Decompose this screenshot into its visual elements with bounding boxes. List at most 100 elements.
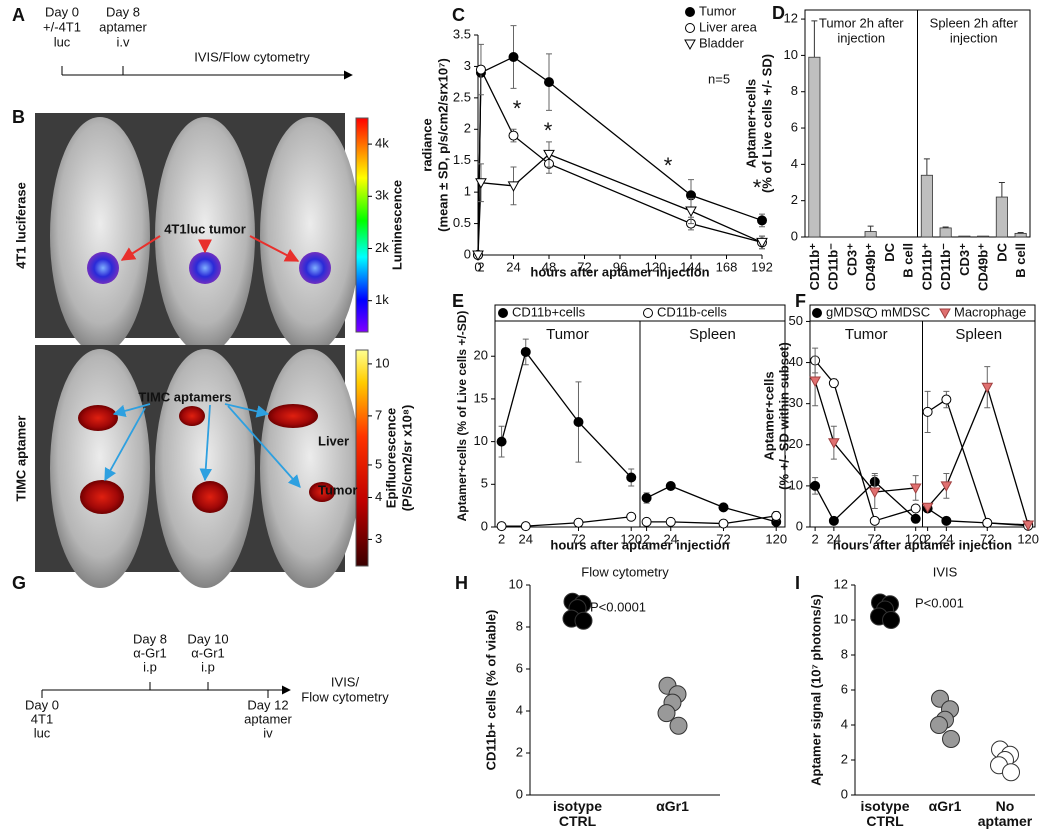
fluorescence-spot	[80, 480, 124, 514]
data-point	[809, 376, 821, 388]
facet-title: Spleen	[689, 326, 736, 343]
y-tick-label: 12	[784, 11, 798, 26]
data-point	[543, 149, 555, 161]
bar	[977, 235, 990, 238]
x-tick-label: 0	[474, 259, 481, 274]
x-tick-label: αGr1	[928, 799, 962, 814]
event-label: i.p	[201, 659, 215, 674]
series-line	[646, 515, 777, 525]
data-point	[942, 730, 960, 748]
series-line	[814, 380, 916, 493]
x-tick-label: CD49b⁺	[863, 243, 878, 291]
colorbar-tick-label: 5	[375, 456, 382, 471]
x-tick-label: 24	[939, 531, 953, 546]
legend-label: Bladder	[699, 35, 744, 50]
data-point	[496, 436, 507, 447]
x-tick-label: No aptamer	[977, 799, 1033, 829]
mouse-body	[260, 117, 360, 354]
callout: Liver	[318, 433, 349, 448]
x-tick-label: CD49b⁺	[976, 243, 991, 291]
y-tick-label: 2	[791, 192, 798, 207]
data-point	[828, 515, 839, 526]
y-tick-label: 10	[474, 433, 488, 448]
error-bar	[867, 225, 874, 232]
y-tick-label: 3.5	[453, 26, 471, 41]
y-tick-label: 0	[464, 246, 471, 261]
y-tick-label: 3	[464, 58, 471, 73]
y-tick-label: 6	[516, 660, 523, 675]
callout-arrow	[249, 235, 300, 262]
y-tick-label: 40	[789, 354, 803, 369]
x-tick-label-box: isotype CTRL	[552, 799, 602, 829]
data-point	[520, 521, 531, 532]
data-point	[941, 515, 952, 526]
data-point	[922, 406, 933, 417]
data-point	[869, 515, 880, 526]
y-tick-label: 50	[789, 313, 803, 328]
data-point	[1002, 763, 1020, 782]
bar	[958, 235, 971, 238]
series-line	[927, 385, 1029, 526]
data-point	[921, 502, 934, 514]
data-point	[520, 346, 531, 357]
y-tick-label: 5	[481, 476, 488, 491]
colorbar	[355, 117, 369, 333]
facet-title: Tumor	[546, 326, 589, 343]
x-tick-label: 120	[765, 531, 787, 546]
data-point	[641, 492, 652, 503]
data-point	[574, 611, 593, 630]
colorbar-label: Epifluorescence	[383, 408, 398, 508]
data-point	[573, 517, 584, 528]
callout: 4T1luc tumor	[164, 221, 246, 236]
event-label: i.v	[117, 34, 131, 49]
endpoint-label: IVIS/	[331, 674, 360, 689]
x-tick-label: 2	[498, 531, 505, 546]
colorbar-tick-label: 4k	[375, 136, 389, 151]
y-tick-label: 4	[791, 156, 798, 171]
event-label: Day 0	[25, 697, 59, 712]
callout-arrow	[104, 407, 146, 482]
data-point	[718, 518, 729, 529]
legend-marker	[685, 7, 695, 17]
series-line	[500, 350, 632, 478]
x-tick-label: 96	[613, 259, 627, 274]
panel-label: C	[452, 5, 465, 25]
colorbar-label: (P/S/cm2/sr x10⁸)	[399, 405, 414, 512]
annotation: P<0.001	[915, 595, 964, 610]
facet-title: Tumor	[845, 326, 888, 343]
data-point	[665, 516, 676, 527]
y-tick-label: 10	[784, 47, 798, 62]
y-axis-label: Aptamer+cells	[743, 79, 758, 168]
y-axis-label: radiance	[419, 118, 434, 171]
error-bar	[811, 20, 818, 58]
legend-marker	[643, 308, 653, 318]
data-point	[508, 52, 519, 62]
x-tick-label-box: isotype CTRL	[860, 799, 909, 829]
event-label: Day 8	[106, 4, 140, 19]
legend-marker	[685, 23, 695, 33]
x-tick-label: isotype CTRL	[552, 799, 602, 829]
error-bar	[998, 182, 1005, 198]
y-tick-label: 0	[481, 518, 488, 533]
y-tick-label: 6	[791, 119, 798, 134]
y-axis-label: Aptamer+cells	[761, 371, 776, 460]
bar	[808, 56, 821, 238]
mouse-body	[50, 349, 150, 588]
data-point	[475, 64, 486, 75]
x-tick-label: 168	[716, 259, 738, 274]
data-point	[941, 394, 952, 405]
x-tick-label: 72	[868, 531, 882, 546]
y-axis-label: (mean ± SD, p/s/cm2/srx10⁷)	[435, 58, 450, 232]
x-tick-label-box: αGr1	[928, 799, 962, 814]
data-point	[573, 416, 584, 427]
panel-label: F	[795, 291, 806, 311]
annotation: *	[513, 96, 522, 121]
x-tick-label: αGr1	[656, 799, 689, 814]
colorbar	[355, 349, 369, 567]
x-tick-label: 24	[664, 531, 678, 546]
x-tick-label: 120	[1017, 531, 1039, 546]
x-tick-label: 72	[980, 531, 994, 546]
x-tick-label: 24	[519, 531, 533, 546]
data-point	[757, 215, 767, 226]
